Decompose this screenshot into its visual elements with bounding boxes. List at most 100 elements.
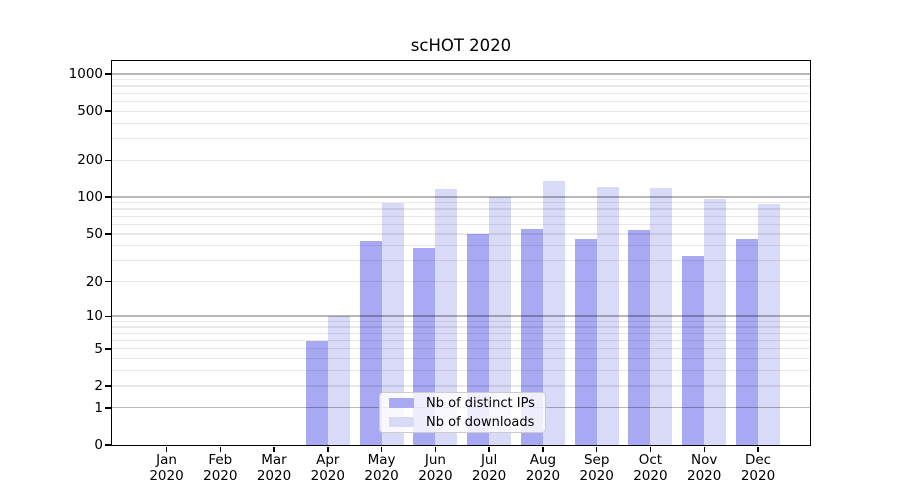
xtick-label-month: Apr [316, 452, 340, 468]
gridline-y-200 [112, 159, 810, 161]
xtick-mark-sep [595, 447, 598, 452]
xtick-label-month: Feb [208, 452, 233, 468]
plot-area [111, 60, 811, 446]
ytick-label-2: 2 [94, 378, 103, 394]
xtick-label-month: Jul [480, 452, 498, 468]
xtick-label-oct: Oct 2020 [618, 452, 682, 484]
xtick-label-month: Jun [424, 452, 446, 468]
xtick-mark-jan [165, 447, 168, 452]
gridline-y-8 [112, 326, 810, 328]
bar-apr-distinct-ips [305, 340, 328, 445]
xtick-mark-feb [219, 447, 221, 452]
bar-sep-downloads [596, 186, 619, 445]
gridline-y-100 [112, 196, 810, 198]
gridline-y-6 [112, 339, 810, 342]
chart-title: scHOT 2020 [410, 36, 512, 55]
bar-apr-downloads [327, 316, 350, 445]
ytick-label-200: 200 [77, 152, 103, 169]
ytick-label-1000: 1000 [68, 66, 103, 82]
xtick-label-year: 2020 [471, 467, 507, 484]
ytick-mark-0 [105, 444, 111, 446]
gridline-y-900 [112, 79, 810, 81]
legend-swatch-downloads [389, 417, 414, 427]
xtick-label-month: Nov [691, 452, 718, 468]
xtick-label-jun: Jun 2020 [403, 452, 467, 484]
xtick-mark-mar [273, 447, 275, 452]
gridline-y-800 [112, 85, 810, 87]
gridline-y-500 [112, 110, 810, 112]
xtick-label-year: 2020 [149, 467, 184, 484]
xtick-label-year: 2020 [579, 467, 614, 484]
xtick-label-year: 2020 [525, 467, 561, 484]
ytick-mark-5 [105, 348, 111, 350]
bar-oct-distinct-ips [628, 229, 651, 445]
xtick-label-aug: Aug 2020 [511, 452, 575, 484]
gridline-y-3 [112, 370, 810, 372]
xtick-label-feb: Feb 2020 [188, 452, 252, 484]
gridline-y-4 [112, 358, 810, 360]
xtick-label-may: May 2020 [350, 452, 414, 484]
bars-layer [112, 61, 810, 445]
gridline-y-90 [112, 202, 810, 204]
xtick-mark-aug [542, 447, 544, 452]
legend-item-distinct-ips: Nb of distinct IPs [389, 396, 545, 411]
xtick-label-jan: Jan 2020 [135, 452, 199, 484]
xtick-label-year: 2020 [256, 467, 292, 484]
xtick-label-year: 2020 [364, 467, 399, 484]
xtick-label-month: Oct [638, 452, 663, 468]
bar-aug-distinct-ips [520, 228, 543, 445]
ytick-mark-50 [105, 233, 111, 235]
gridline-y-60 [112, 223, 810, 225]
xtick-label-month: Jan [156, 452, 177, 468]
bar-sep-distinct-ips [574, 239, 597, 445]
gridline-y-9 [112, 320, 810, 322]
xtick-label-year: 2020 [740, 467, 776, 484]
bar-may-downloads [381, 202, 404, 445]
xtick-label-year: 2020 [203, 467, 238, 484]
xtick-label-nov: Nov 2020 [672, 452, 736, 484]
ytick-label-5: 5 [94, 340, 103, 357]
xtick-mark-apr [327, 447, 329, 452]
ytick-label-10: 10 [85, 308, 103, 325]
gridline-y-700 [112, 92, 810, 94]
gridline-y-70 [112, 215, 810, 217]
xtick-label-year: 2020 [418, 467, 453, 484]
gridline-y-80 [112, 208, 810, 210]
bar-aug-downloads [542, 180, 565, 445]
xtick-label-dec: Dec 2020 [726, 452, 790, 484]
xtick-label-sep: Sep 2020 [565, 452, 629, 484]
gridline-y-1000 [112, 73, 810, 75]
xtick-label-year: 2020 [633, 467, 668, 484]
xtick-label-year: 2020 [687, 467, 722, 484]
gridline-y-30 [112, 260, 810, 262]
bar-nov-downloads [704, 199, 727, 445]
gridline-y-40 [112, 245, 810, 247]
xtick-mark-dec [757, 447, 759, 452]
xtick-mark-nov [703, 447, 705, 452]
ytick-label-20: 20 [85, 273, 103, 290]
xtick-label-year: 2020 [310, 467, 345, 484]
legend-label-downloads: Nb of downloads [426, 414, 535, 430]
bar-oct-downloads [650, 188, 673, 445]
gridline-y-600 [112, 100, 810, 102]
ytick-label-0: 0 [94, 437, 103, 453]
ytick-mark-1000 [105, 73, 111, 75]
bar-jun-downloads [435, 189, 458, 445]
ytick-label-50: 50 [85, 225, 103, 242]
xtick-mark-oct [649, 447, 652, 452]
ytick-label-1: 1 [94, 399, 103, 416]
legend-item-downloads: Nb of downloads [389, 415, 545, 430]
xtick-mark-jul [488, 447, 490, 452]
gridline-y-2 [112, 385, 810, 387]
legend: Nb of distinct IPs Nb of downloads [379, 392, 546, 433]
xtick-label-month: May [367, 452, 396, 468]
ytick-mark-100 [105, 196, 111, 198]
xtick-mark-may [380, 447, 383, 452]
xtick-label-mar: Mar 2020 [242, 452, 306, 484]
xtick-label-month: Sep [583, 452, 610, 468]
xtick-label-jul: Jul 2020 [457, 452, 521, 484]
ytick-mark-1 [105, 407, 111, 409]
xtick-label-month: Aug [529, 452, 557, 468]
bar-nov-distinct-ips [682, 255, 705, 445]
